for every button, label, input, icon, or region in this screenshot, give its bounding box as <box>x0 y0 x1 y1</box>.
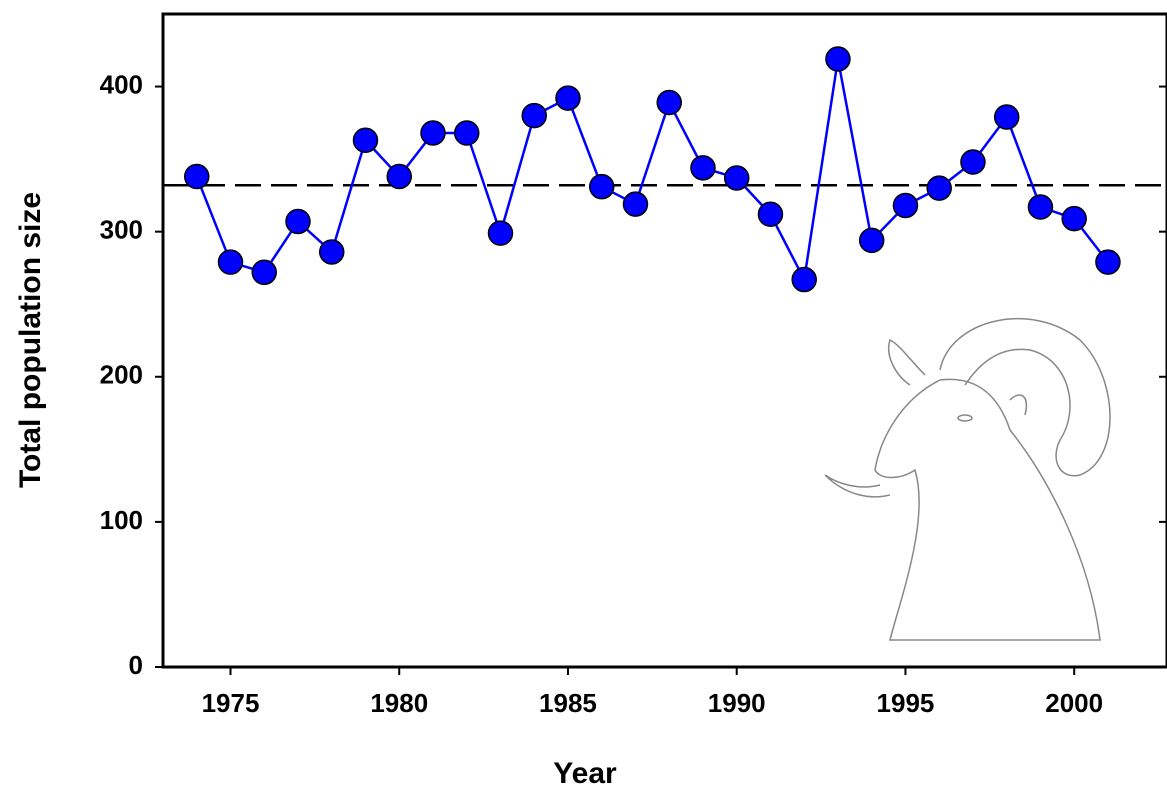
x-tick-label: 1980 <box>370 688 428 718</box>
data-point <box>555 85 581 111</box>
plot-frame <box>161 12 1167 669</box>
ram-illustration <box>824 318 1111 641</box>
y-tick-label: 300 <box>100 215 143 245</box>
y-tick-label: 200 <box>100 360 143 390</box>
data-point <box>521 102 547 129</box>
data-point <box>723 165 750 191</box>
data-point <box>453 120 480 146</box>
data-point <box>690 155 716 181</box>
x-tick-label: 1985 <box>539 688 597 718</box>
data-point <box>1095 249 1121 275</box>
data-point <box>318 239 345 265</box>
data-point <box>960 149 986 175</box>
series-line <box>195 58 1109 284</box>
data-point <box>791 266 817 293</box>
x-tick-label: 1995 <box>877 688 935 718</box>
y-tick-label: 400 <box>100 69 143 99</box>
data-point <box>622 191 649 217</box>
y-axis-label: Total population size <box>14 192 47 488</box>
data-point <box>858 227 885 254</box>
data-point <box>217 249 244 275</box>
data-point <box>993 104 1020 130</box>
y-tick-label: 0 <box>129 650 143 680</box>
data-point <box>926 175 952 201</box>
data-point <box>487 220 514 246</box>
data-point <box>656 89 682 116</box>
data-point <box>1061 205 1087 232</box>
y-tick-label: 100 <box>100 505 143 535</box>
x-tick-label: 2000 <box>1045 688 1103 718</box>
data-point <box>285 208 311 235</box>
data-point <box>892 192 919 219</box>
data-point <box>1027 194 1054 220</box>
data-point <box>183 163 210 190</box>
x-axis-label: Year <box>553 757 617 790</box>
x-tick-label: 1990 <box>708 688 766 718</box>
data-point <box>420 120 446 146</box>
data-point <box>588 173 615 200</box>
data-point <box>825 46 851 72</box>
data-point <box>757 201 784 228</box>
data-point <box>386 163 412 190</box>
x-tick-label: 1975 <box>202 688 260 718</box>
data-point <box>352 127 379 153</box>
data-point <box>251 259 277 286</box>
